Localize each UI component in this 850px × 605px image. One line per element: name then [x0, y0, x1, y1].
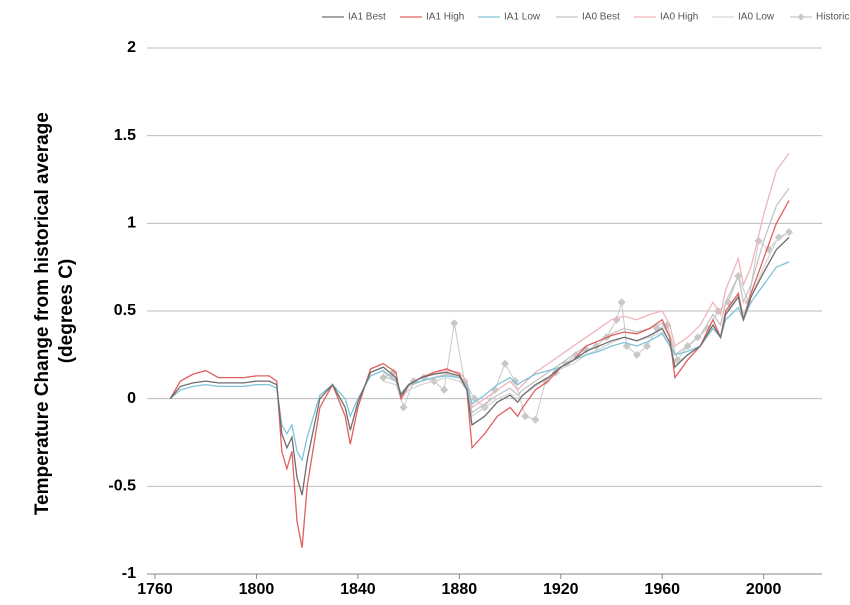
historic-point	[643, 342, 652, 351]
x-tick-label: 1960	[644, 581, 680, 598]
legend-label: IA0 Low	[738, 12, 775, 23]
historic-point	[521, 412, 530, 421]
series-line	[169, 236, 790, 496]
y-tick-label: 2	[127, 39, 136, 56]
legend-label: IA1 Best	[348, 12, 386, 23]
historic-point	[785, 228, 794, 237]
x-tick-label: 1760	[137, 581, 173, 598]
legend-marker	[797, 13, 805, 21]
legend-label: Historic	[816, 12, 849, 23]
x-tick-label: 1920	[543, 581, 579, 598]
y-axis-label-line: Temperature Change from historical avera…	[32, 112, 53, 515]
legend-label: IA0 High	[660, 12, 698, 23]
y-axis-label-line: (degrees C)	[56, 259, 77, 364]
series-line	[169, 200, 790, 548]
historic-point	[632, 350, 641, 359]
historic-point	[379, 373, 388, 382]
legend-label: IA0 Best	[582, 12, 620, 23]
y-tick-label: 0.5	[114, 302, 136, 319]
y-tick-label: -0.5	[108, 478, 136, 495]
legend-label: IA1 High	[426, 12, 464, 23]
x-tick-label: 1840	[340, 581, 376, 598]
series-line	[169, 261, 790, 462]
historic-point	[617, 298, 626, 307]
y-tick-label: 1	[127, 215, 136, 232]
historic-point	[450, 319, 459, 328]
historic-point	[440, 385, 449, 394]
historic-point	[511, 377, 520, 386]
x-tick-label: 1800	[239, 581, 275, 598]
x-tick-label: 2000	[746, 581, 782, 598]
y-axis-label: Temperature Change from historical avera…	[32, 107, 77, 515]
historic-point	[500, 359, 509, 368]
legend-label: IA1 Low	[504, 12, 541, 23]
historic-point	[541, 377, 550, 386]
y-tick-label: 1.5	[114, 127, 136, 144]
y-tick-label: 0	[127, 390, 136, 407]
x-tick-label: 1880	[442, 581, 478, 598]
historic-point	[774, 233, 783, 242]
y-tick-label: -1	[122, 565, 136, 582]
historic-point	[399, 403, 408, 412]
historic-point	[531, 415, 540, 424]
